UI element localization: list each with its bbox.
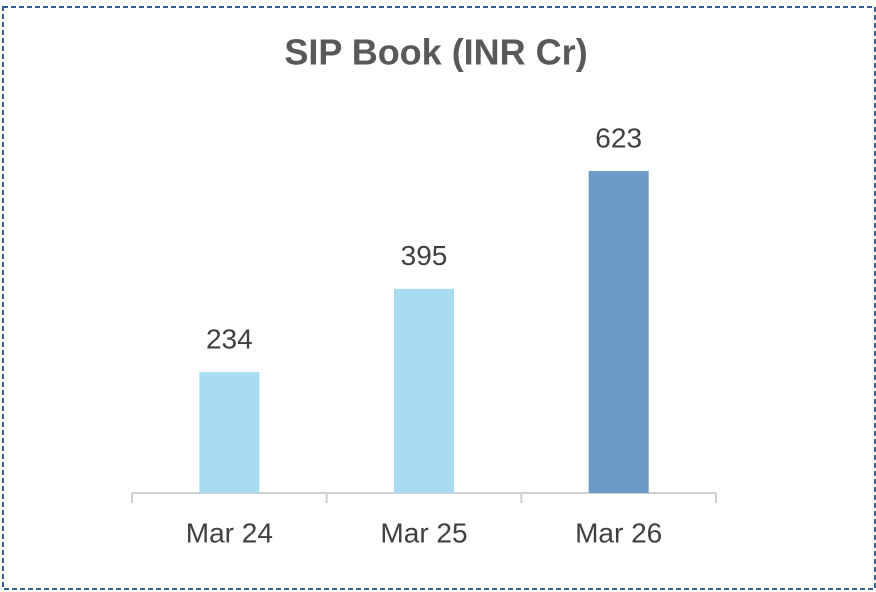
frame (2, 6, 876, 590)
data-label: 395 (401, 240, 448, 271)
x-tick-label: Mar 25 (380, 517, 467, 548)
data-label: 623 (595, 122, 642, 153)
data-label: 234 (206, 323, 253, 354)
bar (394, 288, 454, 493)
x-tick-label: Mar 24 (186, 517, 273, 548)
bar (199, 372, 260, 493)
x-tick-label: Mar 26 (575, 517, 662, 548)
chart-title: SIP Book (INR Cr) (284, 32, 587, 73)
bar (588, 171, 649, 493)
